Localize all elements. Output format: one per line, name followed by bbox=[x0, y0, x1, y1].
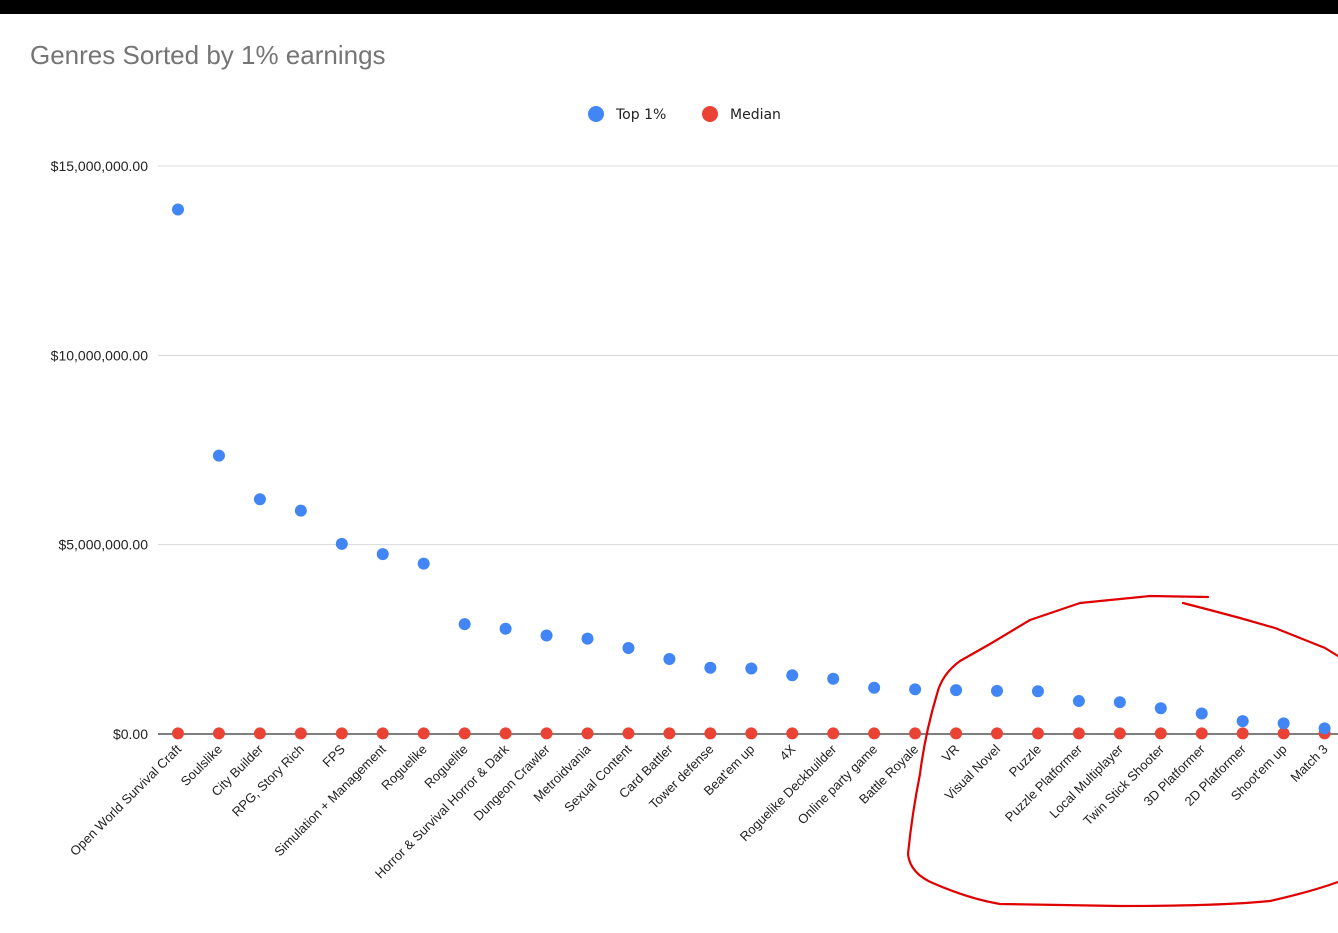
x-tick-label: FPS bbox=[319, 741, 348, 770]
data-point bbox=[1154, 702, 1167, 715]
data-point bbox=[909, 727, 922, 740]
data-point bbox=[458, 727, 471, 740]
data-point bbox=[704, 727, 717, 740]
data-point bbox=[1072, 727, 1085, 740]
data-point bbox=[868, 681, 881, 694]
legend-marker bbox=[588, 106, 604, 122]
data-point bbox=[172, 727, 184, 740]
data-point bbox=[1154, 727, 1167, 740]
data-point bbox=[991, 727, 1003, 740]
data-point bbox=[458, 618, 471, 631]
data-point bbox=[827, 727, 840, 740]
x-tick-label: VR bbox=[939, 742, 962, 765]
data-point bbox=[253, 493, 266, 506]
data-point bbox=[294, 727, 307, 740]
data-point bbox=[868, 727, 881, 740]
data-point bbox=[1318, 722, 1331, 735]
data-point bbox=[622, 727, 635, 740]
x-tick-label: RPG, Story Rich bbox=[229, 742, 307, 820]
data-point bbox=[1236, 727, 1249, 740]
data-point bbox=[212, 727, 225, 740]
x-tick-label: 4X bbox=[777, 741, 799, 763]
legend-label: Median bbox=[730, 107, 781, 123]
data-point bbox=[540, 629, 553, 642]
data-point bbox=[909, 683, 922, 696]
data-point bbox=[1277, 727, 1290, 740]
x-tick-label: Match 3 bbox=[1287, 742, 1330, 785]
gridlines bbox=[158, 165, 1338, 546]
data-point bbox=[499, 727, 512, 740]
x-tick-label: Local Multiplayer bbox=[1046, 741, 1126, 821]
x-tick-label: Puzzle bbox=[1006, 742, 1044, 780]
data-point bbox=[950, 684, 963, 697]
chart-title: Genres Sorted by 1% earnings bbox=[30, 40, 386, 70]
data-point bbox=[212, 449, 225, 462]
data-point bbox=[540, 727, 553, 740]
data-point bbox=[663, 653, 676, 666]
data-point bbox=[827, 672, 840, 685]
x-tick-label: Roguelike bbox=[378, 742, 429, 793]
data-point bbox=[704, 661, 717, 674]
x-tick-label: Open World Survival Craft bbox=[67, 741, 184, 858]
x-tick-label: Dungeon Crawler bbox=[471, 741, 554, 824]
data-point bbox=[335, 727, 348, 740]
legend-marker bbox=[702, 106, 718, 122]
hand-drawn-annotation bbox=[906, 594, 1338, 908]
data-point bbox=[499, 622, 512, 635]
data-points bbox=[172, 203, 1331, 740]
data-point bbox=[417, 557, 430, 570]
y-tick-label: $10,000,000.00 bbox=[51, 347, 149, 363]
hand-drawn-annotation-upper-right bbox=[1181, 601, 1338, 658]
data-point bbox=[417, 727, 430, 740]
data-point bbox=[991, 684, 1003, 697]
legend-label: Top 1% bbox=[615, 107, 666, 123]
data-point bbox=[581, 632, 594, 645]
data-point bbox=[1113, 727, 1126, 740]
data-point bbox=[1236, 715, 1249, 728]
data-point bbox=[1031, 685, 1044, 698]
data-point bbox=[1072, 695, 1085, 708]
legend: Top 1% Median bbox=[588, 106, 781, 123]
y-tick-label: $5,000,000.00 bbox=[58, 537, 148, 553]
y-tick-label: $0.00 bbox=[113, 726, 148, 742]
data-point bbox=[376, 548, 389, 561]
data-point bbox=[1277, 717, 1290, 730]
data-point bbox=[172, 203, 184, 216]
data-point bbox=[335, 537, 348, 550]
data-point bbox=[786, 727, 799, 740]
data-point bbox=[663, 727, 676, 740]
y-axis: $0.00 $5,000,000.00 $10,000,000.00 $15,000,… bbox=[51, 158, 1338, 742]
data-point bbox=[376, 727, 389, 740]
data-point bbox=[745, 662, 758, 675]
data-point bbox=[1031, 727, 1044, 740]
data-point bbox=[1195, 727, 1208, 740]
data-point bbox=[1113, 696, 1126, 709]
chart-svg: $0.00 $5,000,000.00 $10,000,000.00 $15,000,… bbox=[51, 106, 1338, 908]
data-point bbox=[950, 727, 963, 740]
data-point bbox=[622, 642, 635, 655]
data-point bbox=[786, 669, 799, 682]
data-point bbox=[745, 727, 758, 740]
y-tick-label: $15,000,000.00 bbox=[51, 158, 149, 174]
chart-container: Genres Sorted by 1% earnings $0.00 $5,000… bbox=[0, 14, 1338, 933]
data-point bbox=[1195, 707, 1208, 720]
data-point bbox=[253, 727, 266, 740]
data-point bbox=[294, 504, 307, 517]
data-point bbox=[581, 727, 594, 740]
